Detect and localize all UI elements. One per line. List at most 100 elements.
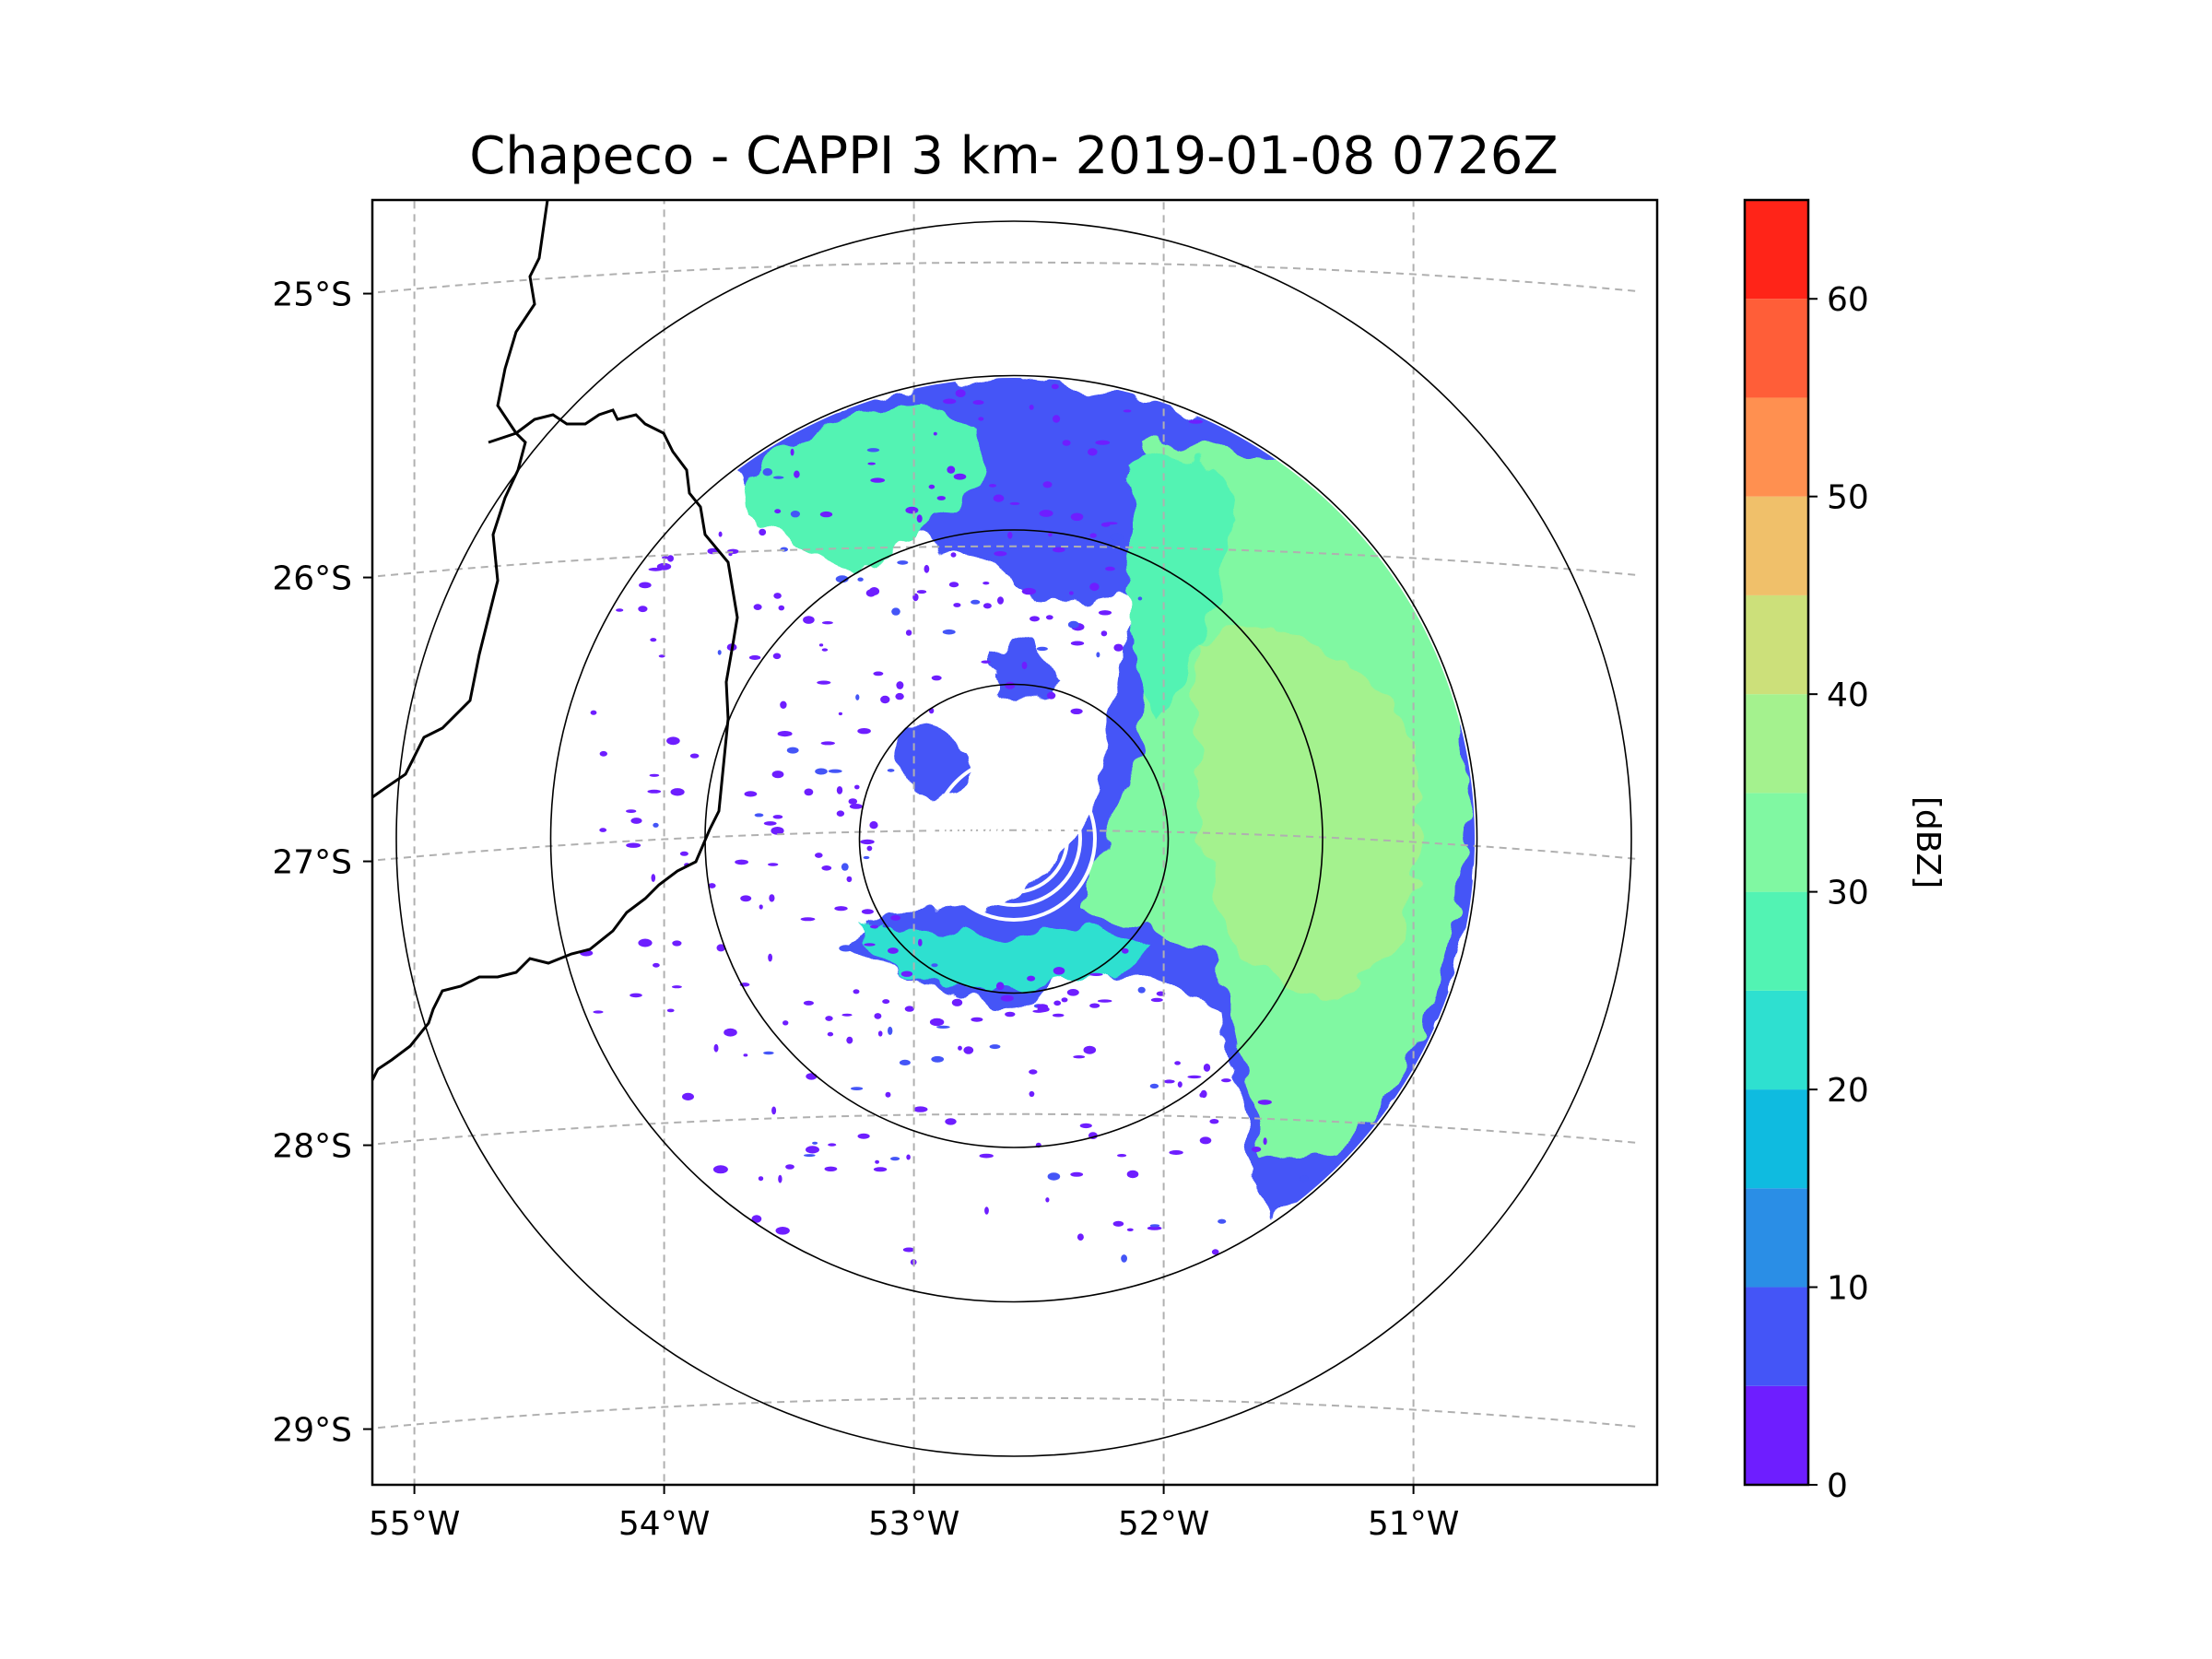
clutter-echo bbox=[853, 989, 860, 994]
clutter-echo bbox=[1030, 616, 1040, 622]
clutter-echo bbox=[1203, 1064, 1211, 1072]
clutter-echo bbox=[1069, 591, 1074, 595]
clutter-echo bbox=[1047, 1172, 1061, 1181]
clutter-echo bbox=[744, 791, 758, 797]
clutter-echo bbox=[1089, 1003, 1100, 1008]
clutter-echo bbox=[1053, 547, 1065, 553]
clutter-echo bbox=[759, 904, 763, 910]
clutter-echo bbox=[1257, 1100, 1272, 1105]
echo-eastern-core bbox=[1194, 630, 1421, 996]
clutter-echo bbox=[1117, 1154, 1127, 1158]
colorbar-tick-label: 50 bbox=[1827, 479, 1869, 517]
clutter-echo bbox=[717, 650, 722, 655]
clutter-echo bbox=[854, 784, 860, 790]
clutter-echo bbox=[951, 998, 963, 1006]
clutter-echo bbox=[593, 1010, 604, 1014]
plot-frame bbox=[371, 198, 1659, 1487]
clutter-echo bbox=[849, 804, 864, 809]
clutter-echo bbox=[743, 1053, 748, 1057]
range-ring bbox=[549, 374, 1478, 1303]
clutter-echo bbox=[778, 1174, 782, 1183]
clutter-echo bbox=[782, 1020, 789, 1026]
clutter-echo bbox=[785, 1164, 794, 1170]
clutter-echo bbox=[825, 1016, 833, 1021]
clutter-echo bbox=[1005, 1011, 1016, 1018]
colorbar-swatch bbox=[1745, 397, 1808, 497]
colorbar-swatch bbox=[1745, 496, 1808, 595]
clutter-echo bbox=[1089, 533, 1097, 538]
clutter-echo bbox=[650, 638, 657, 642]
clutter-echo bbox=[616, 608, 624, 612]
clutter-echo bbox=[982, 582, 990, 585]
clutter-echo bbox=[815, 768, 828, 775]
clutter-echo bbox=[804, 1154, 816, 1158]
clutter-echo bbox=[955, 389, 966, 398]
clutter-echo bbox=[1045, 1197, 1050, 1203]
clutter-echo bbox=[827, 1031, 834, 1037]
x-axis-ticks: 55°W 54°W 53°W 52°W 51°W bbox=[369, 1485, 1459, 1543]
clutter-echo bbox=[887, 769, 895, 772]
clutter-echo bbox=[1095, 440, 1111, 445]
clutter-echo bbox=[1221, 1078, 1231, 1083]
clutter-echo bbox=[773, 593, 782, 599]
clutter-echo bbox=[824, 1166, 838, 1172]
clutter-echo bbox=[1177, 1081, 1182, 1088]
clutter-echo bbox=[857, 577, 864, 582]
clutter-echo bbox=[1005, 681, 1016, 689]
clutter-echo bbox=[885, 1091, 891, 1098]
clutter-echo bbox=[653, 822, 659, 828]
clutter-echo bbox=[929, 1018, 945, 1027]
clutter-echo bbox=[667, 555, 674, 562]
colorbar-tick-label: 30 bbox=[1827, 875, 1869, 912]
clutter-echo bbox=[1053, 967, 1065, 975]
clutter-echo bbox=[863, 855, 870, 860]
clutter-echo bbox=[708, 883, 716, 888]
clutter-echo bbox=[1089, 972, 1103, 976]
clutter-echo bbox=[1098, 610, 1112, 616]
clutter-echo bbox=[1070, 1171, 1084, 1177]
border-line bbox=[372, 408, 739, 1081]
y-tick-label: 28°S bbox=[272, 1128, 352, 1166]
y-tick-label: 26°S bbox=[272, 560, 352, 598]
clutter-echo bbox=[896, 681, 904, 689]
clutter-echo bbox=[1029, 405, 1034, 410]
clutter-echo bbox=[689, 753, 700, 759]
clutter-echo bbox=[888, 947, 899, 954]
clutter-echo bbox=[1137, 986, 1146, 994]
colorbar-swatch bbox=[1745, 1188, 1808, 1288]
x-tick-label: 54°W bbox=[618, 1505, 710, 1543]
clutter-echo bbox=[958, 1045, 962, 1051]
clutter-echo bbox=[981, 660, 991, 664]
colorbar-swatch bbox=[1745, 1287, 1808, 1386]
clutter-echo bbox=[860, 839, 875, 845]
clutter-echo bbox=[933, 431, 937, 436]
clutter-echo bbox=[718, 531, 723, 537]
clutter-echo bbox=[1188, 419, 1204, 424]
clutter-echo bbox=[1137, 596, 1143, 601]
colorbar-tick-label: 60 bbox=[1827, 281, 1869, 319]
y-axis-ticks: 25°S 26°S 27°S 28°S 29°S bbox=[272, 276, 372, 1450]
range-ring bbox=[704, 529, 1324, 1148]
clutter-echo bbox=[866, 845, 873, 852]
clutter-echo bbox=[1097, 999, 1112, 1003]
clutter-echo bbox=[869, 924, 879, 929]
clutter-echo bbox=[774, 509, 782, 514]
clutter-echo bbox=[763, 1051, 774, 1055]
clutter-echo bbox=[890, 1157, 900, 1161]
clutter-echo bbox=[978, 417, 984, 421]
clutter-echo bbox=[790, 448, 794, 456]
clutter-echo bbox=[806, 1073, 818, 1080]
clutter-echo bbox=[1000, 994, 1014, 1002]
chart-title: Chapeco - CAPPI 3 km- 2019-01-08 0726Z bbox=[469, 126, 1559, 186]
clutter-echo bbox=[626, 809, 637, 813]
colorbar-swatch bbox=[1745, 299, 1808, 398]
clutter-echo bbox=[1149, 1224, 1160, 1228]
y-tick-label: 25°S bbox=[272, 276, 352, 314]
parallel-gridline bbox=[372, 261, 1639, 294]
clutter-echo bbox=[590, 710, 597, 715]
clutter-echo bbox=[1089, 582, 1100, 592]
clutter-echo bbox=[989, 1044, 1001, 1050]
colorbar-swatch bbox=[1745, 200, 1808, 300]
colorbar-swatch bbox=[1745, 694, 1808, 794]
